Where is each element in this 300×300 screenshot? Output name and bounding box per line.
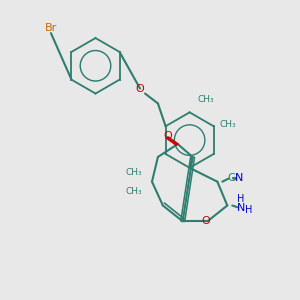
Text: CH₃: CH₃ [125, 187, 142, 196]
Text: C: C [227, 173, 235, 183]
Text: H: H [238, 194, 245, 203]
Text: CH₃: CH₃ [198, 95, 214, 104]
Text: CH₃: CH₃ [125, 168, 142, 177]
Text: H: H [245, 206, 253, 215]
Text: CH₃: CH₃ [220, 120, 236, 129]
Text: O: O [201, 216, 210, 226]
Text: O: O [164, 131, 172, 141]
Text: Br: Br [45, 23, 57, 33]
Text: N: N [237, 203, 245, 214]
Text: O: O [136, 84, 145, 94]
Text: N: N [235, 173, 243, 183]
